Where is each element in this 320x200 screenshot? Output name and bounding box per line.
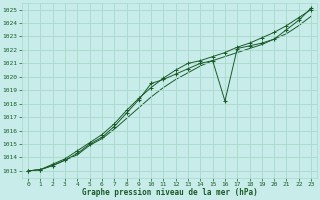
X-axis label: Graphe pression niveau de la mer (hPa): Graphe pression niveau de la mer (hPa) [82,188,258,197]
